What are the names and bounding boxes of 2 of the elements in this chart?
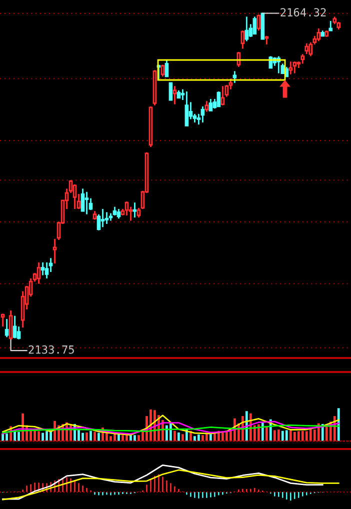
annotation: 2133.75 — [28, 345, 74, 354]
annotation: 2164.32 — [280, 8, 326, 16]
